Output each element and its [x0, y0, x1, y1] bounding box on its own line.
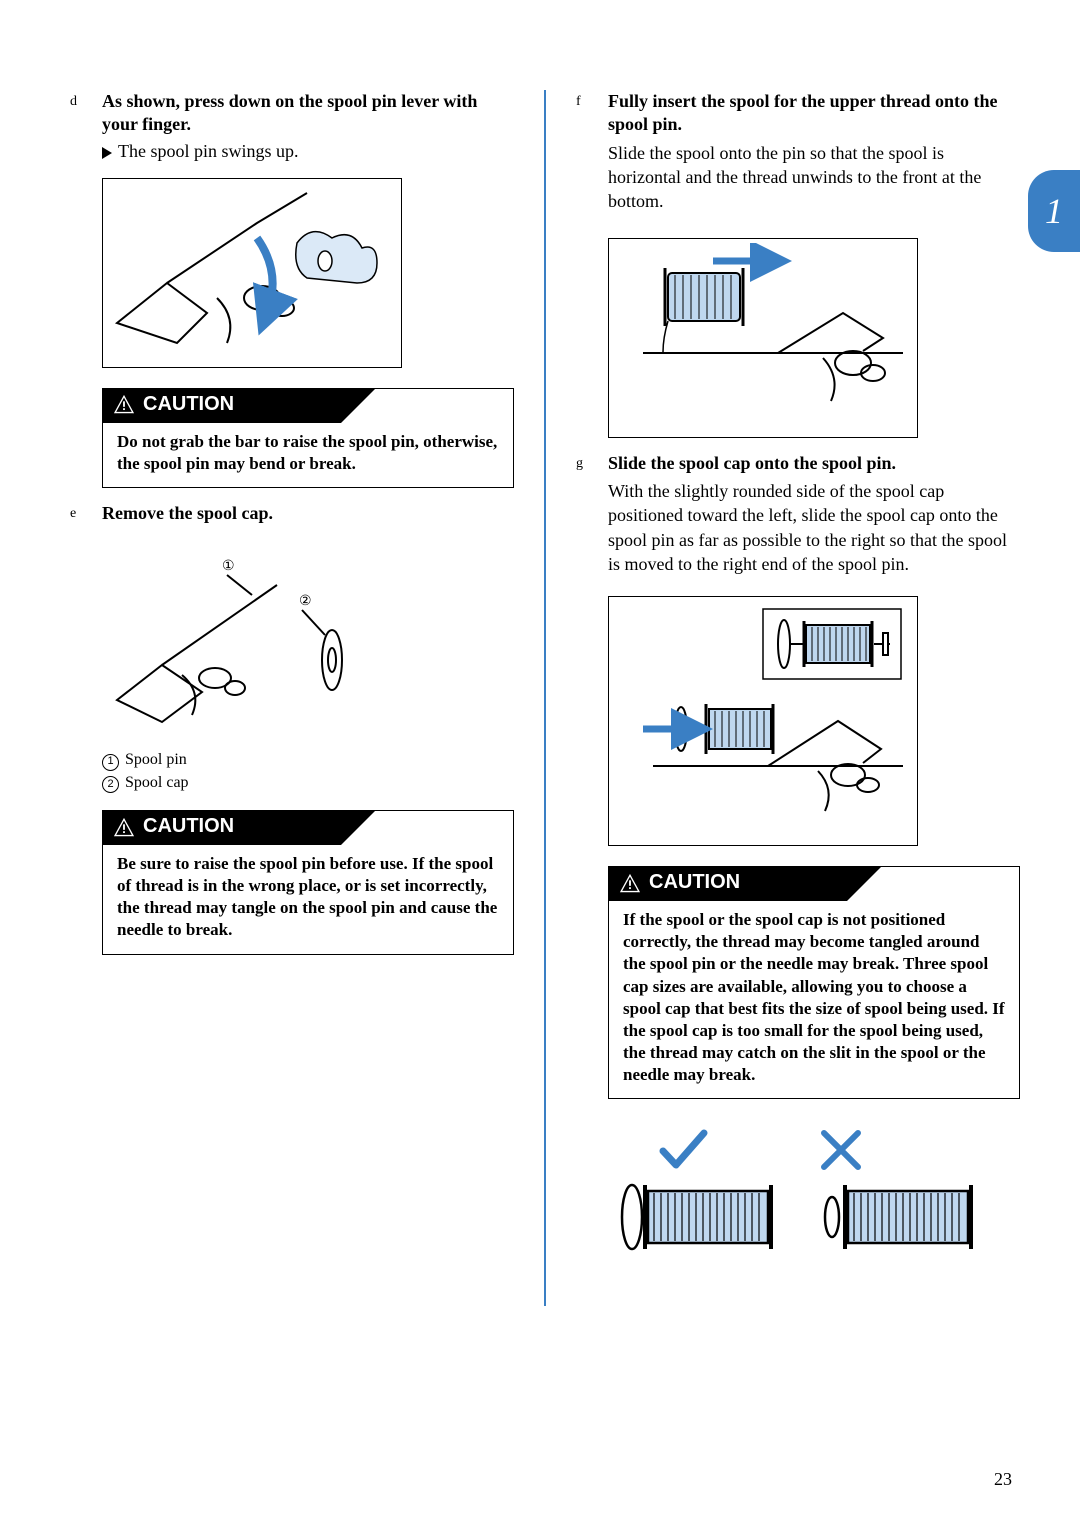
caution-box-3: CAUTION If the spool or the spool cap is… [608, 866, 1020, 1099]
step-marker: g [576, 452, 590, 472]
step-f-desc: Slide the spool onto the pin so that the… [608, 141, 1020, 214]
spool-wrong-icon [818, 1179, 988, 1259]
caution-text-1: Do not grab the bar to raise the spool p… [103, 423, 513, 487]
legend-label: Spool cap [125, 772, 189, 794]
triangle-bullet-icon [102, 147, 112, 159]
legend-item: 1 Spool pin [102, 749, 514, 771]
figure-legend: 1 Spool pin 2 Spool cap [102, 749, 514, 794]
step-marker: d [70, 90, 84, 110]
caution-text-2: Be sure to raise the spool pin before us… [103, 845, 513, 953]
step-g: g Slide the spool cap onto the spool pin… [576, 452, 1020, 577]
legend-label: Spool pin [125, 749, 187, 771]
step-e: e Remove the spool cap. [70, 502, 514, 529]
cross-icon [818, 1127, 864, 1171]
spool-correct-icon [618, 1179, 788, 1259]
warning-triangle-icon [113, 394, 135, 414]
caution-box-2: CAUTION Be sure to raise the spool pin b… [102, 810, 514, 954]
step-marker: f [576, 90, 590, 110]
right-column: f Fully insert the spool for the upper t… [576, 90, 1020, 1486]
figure-insert-spool [608, 238, 918, 438]
caution-box-1: CAUTION Do not grab the bar to raise the… [102, 388, 514, 488]
step-f: f Fully insert the spool for the upper t… [576, 90, 1020, 214]
chapter-tab: 1 [1028, 170, 1080, 252]
step-g-title: Slide the spool cap onto the spool pin. [608, 452, 1020, 475]
caution-label-3: CAUTION [649, 871, 740, 894]
svg-text:①: ① [222, 557, 235, 573]
check-cross-row [608, 1127, 1020, 1171]
step-e-title: Remove the spool cap. [102, 502, 514, 525]
caution-label-1: CAUTION [143, 393, 234, 416]
step-d-bullet-text: The spool pin swings up. [118, 141, 299, 162]
warning-triangle-icon [619, 873, 641, 893]
step-g-desc: With the slightly rounded side of the sp… [608, 479, 1020, 576]
figure-spool-lever [102, 178, 402, 368]
legend-num: 2 [102, 776, 119, 793]
caution-text-3: If the spool or the spool cap is not pos… [609, 901, 1019, 1098]
chapter-number: 1 [1045, 190, 1063, 232]
figure-remove-cap: ① ② [102, 545, 402, 735]
step-d-bullet: The spool pin swings up. [102, 141, 514, 162]
svg-text:②: ② [299, 592, 312, 608]
column-divider [544, 90, 546, 1306]
step-d: d As shown, press down on the spool pin … [70, 90, 514, 162]
spool-comparison [608, 1179, 1020, 1259]
figure-spool-cap [608, 596, 918, 846]
left-column: d As shown, press down on the spool pin … [70, 90, 514, 1486]
step-f-title: Fully insert the spool for the upper thr… [608, 90, 1020, 137]
warning-triangle-icon [113, 817, 135, 837]
page: d As shown, press down on the spool pin … [0, 0, 1080, 1526]
legend-num: 1 [102, 754, 119, 771]
caution-label-2: CAUTION [143, 815, 234, 838]
legend-item: 2 Spool cap [102, 772, 514, 794]
step-marker: e [70, 502, 84, 522]
page-number: 23 [994, 1469, 1012, 1490]
check-icon [658, 1127, 708, 1171]
step-d-title: As shown, press down on the spool pin le… [102, 90, 514, 137]
